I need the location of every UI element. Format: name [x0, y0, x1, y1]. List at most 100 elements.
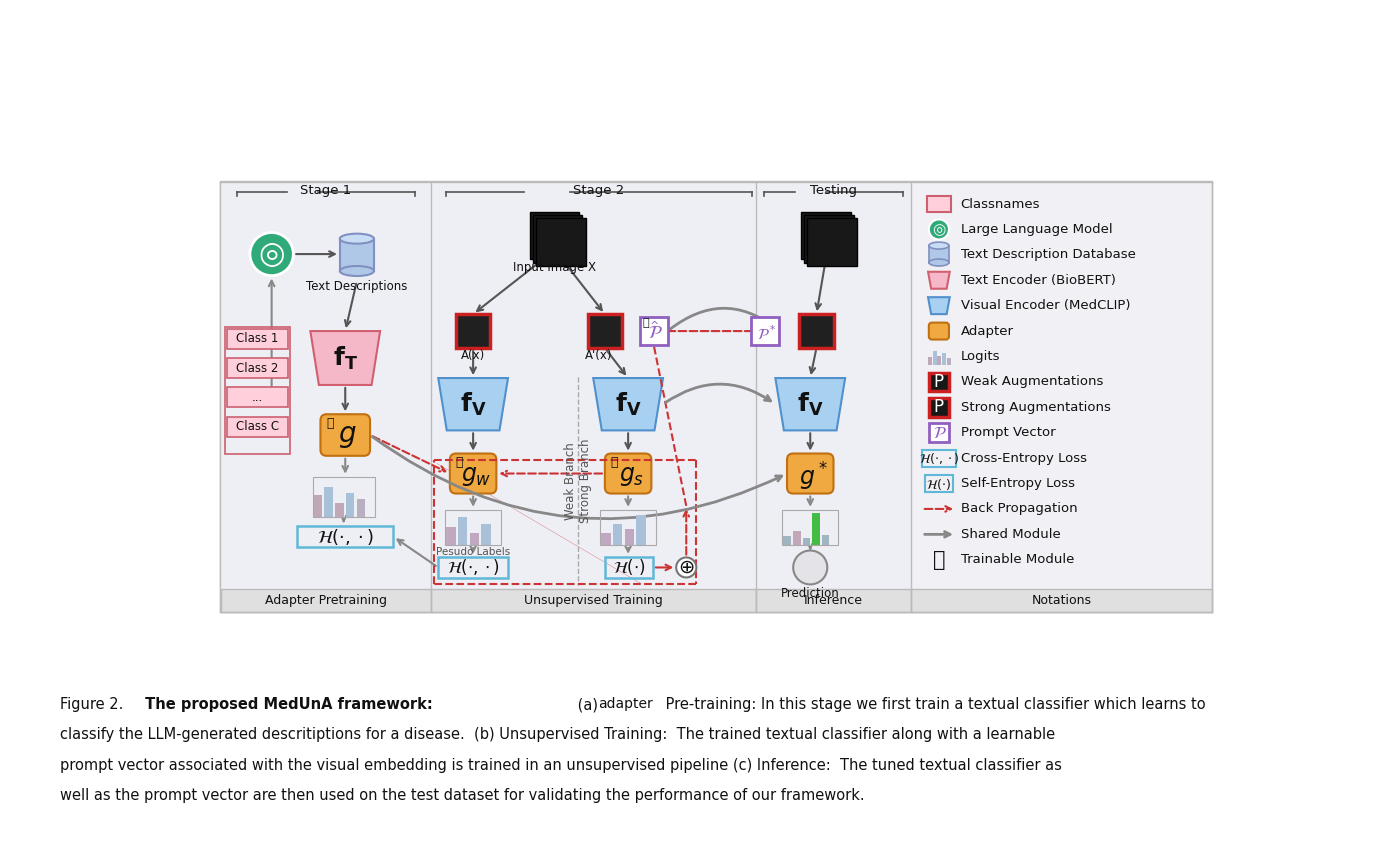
Bar [356, 499, 365, 517]
Bar [446, 527, 456, 545]
Text: Stage 1: Stage 1 [301, 184, 351, 197]
Bar [783, 536, 791, 545]
Circle shape [928, 219, 949, 239]
Bar [605, 557, 653, 578]
Text: $\mathbf{f_V}$: $\mathbf{f_V}$ [615, 391, 642, 417]
Text: Pesudo Labels: Pesudo Labels [436, 547, 510, 557]
Bar [942, 353, 946, 365]
Text: A'(x): A'(x) [584, 349, 612, 362]
Bar [751, 317, 779, 345]
Bar [802, 538, 811, 545]
Text: ...: ... [252, 391, 263, 404]
Text: Classnames: Classnames [960, 197, 1040, 210]
Text: adapter: adapter [598, 697, 653, 711]
Bar [324, 487, 333, 517]
Polygon shape [310, 331, 380, 385]
Bar [946, 359, 951, 365]
Bar [783, 510, 839, 545]
FancyArrowPatch shape [436, 463, 642, 584]
Bar [928, 358, 932, 365]
Text: 🔥: 🔥 [611, 456, 618, 469]
Text: Adapter: Adapter [960, 325, 1014, 338]
Text: ◎: ◎ [259, 240, 285, 268]
Text: 🔥: 🔥 [456, 456, 463, 469]
Bar [756, 589, 911, 612]
FancyBboxPatch shape [787, 454, 833, 494]
Bar [801, 211, 850, 260]
Bar [445, 510, 500, 545]
Text: Class 1: Class 1 [236, 333, 278, 346]
Text: Notations: Notations [1032, 594, 1092, 607]
Bar [345, 493, 354, 517]
Text: $\mathbf{f_V}$: $\mathbf{f_V}$ [460, 391, 487, 417]
Text: $\mathit{g}_w$: $\mathit{g}_w$ [461, 465, 492, 488]
Bar [800, 314, 833, 348]
Bar [228, 329, 288, 349]
Bar [600, 510, 656, 545]
Polygon shape [928, 297, 949, 314]
Bar [470, 533, 480, 545]
Text: prompt vector associated with the visual embedding is trained in an unsupervised: prompt vector associated with the visual… [60, 758, 1062, 772]
Text: Text Description Database: Text Description Database [960, 249, 1135, 262]
Text: Strong Branch: Strong Branch [579, 439, 591, 523]
Text: Input Image X: Input Image X [513, 262, 596, 275]
Text: Self-Entropy Loss: Self-Entropy Loss [960, 477, 1075, 490]
Bar [456, 314, 491, 348]
Bar [927, 196, 951, 212]
Text: 🔥: 🔥 [643, 319, 649, 328]
Bar [601, 533, 611, 545]
Polygon shape [438, 378, 507, 430]
FancyBboxPatch shape [320, 414, 370, 456]
Bar [221, 183, 431, 611]
Text: Text Encoder (BioBERT): Text Encoder (BioBERT) [960, 274, 1116, 287]
Bar [228, 387, 288, 407]
Polygon shape [928, 272, 949, 288]
Bar [340, 239, 373, 271]
Text: Large Language Model: Large Language Model [960, 223, 1113, 236]
Bar [804, 215, 854, 262]
Bar [225, 327, 291, 455]
Bar [481, 524, 491, 545]
Bar [911, 589, 1212, 612]
Bar [431, 183, 756, 611]
FancyBboxPatch shape [928, 323, 949, 339]
Text: Trainable Module: Trainable Module [960, 553, 1074, 566]
Text: Inference: Inference [804, 594, 863, 607]
Bar [793, 531, 801, 545]
Ellipse shape [928, 242, 949, 249]
Text: Text Descriptions: Text Descriptions [306, 280, 408, 293]
Text: $\mathit{g}$: $\mathit{g}$ [338, 423, 356, 450]
Text: ^: ^ [650, 321, 660, 332]
Bar [625, 529, 633, 545]
Text: $\mathcal{P}$: $\mathcal{P}$ [932, 425, 946, 442]
Bar [459, 517, 467, 545]
Bar [928, 398, 949, 417]
Bar [228, 358, 288, 378]
Bar [928, 372, 949, 391]
Text: Testing: Testing [809, 184, 857, 197]
Bar [640, 317, 668, 345]
Text: Unsupervised Training: Unsupervised Training [524, 594, 663, 607]
Bar [221, 589, 431, 612]
Bar [612, 524, 622, 545]
Text: $\mathbf{f_T}$: $\mathbf{f_T}$ [333, 345, 358, 372]
Text: Logits: Logits [960, 350, 1000, 363]
Text: Visual Encoder (MedCLIP): Visual Encoder (MedCLIP) [960, 299, 1130, 312]
Bar [807, 218, 857, 266]
Polygon shape [776, 378, 846, 430]
Circle shape [677, 558, 696, 578]
Text: The proposed MedUnA framework:: The proposed MedUnA framework: [140, 697, 432, 712]
Bar [636, 515, 646, 545]
Text: Stage 2: Stage 2 [573, 184, 625, 197]
Text: 𝖯: 𝖯 [934, 398, 944, 417]
Text: $\mathcal{H}(\cdot,\cdot)$: $\mathcal{H}(\cdot,\cdot)$ [918, 451, 959, 467]
Text: Back Propagation: Back Propagation [960, 502, 1078, 515]
Text: $\mathcal{H}(\cdot,\cdot)$: $\mathcal{H}(\cdot,\cdot)$ [317, 527, 373, 546]
Text: $\mathbf{f_V}$: $\mathbf{f_V}$ [797, 391, 823, 417]
Bar [438, 557, 507, 578]
Bar [925, 475, 953, 492]
Bar [812, 514, 819, 545]
Text: classify the LLM-generated descritiptions for a disease.  (b) Unsupervised Train: classify the LLM-generated descritiption… [60, 727, 1055, 742]
Bar [313, 476, 375, 517]
Text: Pre-training: In this stage we first train a textual classifier which learns to: Pre-training: In this stage we first tra… [661, 697, 1206, 712]
